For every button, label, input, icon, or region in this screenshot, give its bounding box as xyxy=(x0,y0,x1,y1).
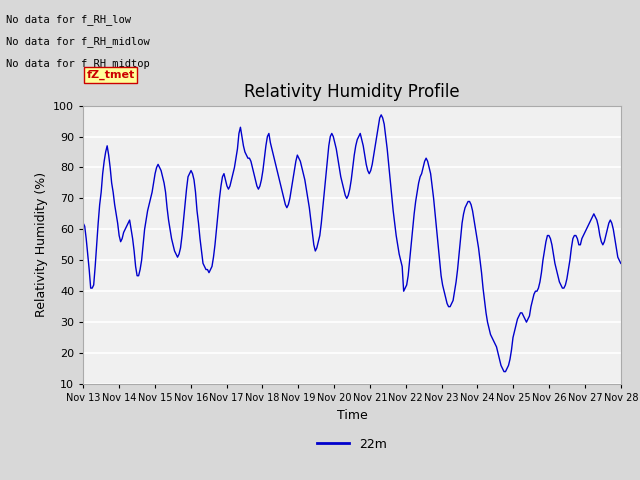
Text: No data for f_RH_midtop: No data for f_RH_midtop xyxy=(6,58,150,69)
Title: Relativity Humidity Profile: Relativity Humidity Profile xyxy=(244,83,460,101)
Y-axis label: Relativity Humidity (%): Relativity Humidity (%) xyxy=(35,172,47,317)
X-axis label: Time: Time xyxy=(337,408,367,421)
Legend: 22m: 22m xyxy=(312,432,392,456)
Text: No data for f_RH_low: No data for f_RH_low xyxy=(6,14,131,25)
Text: No data for f_RH_midlow: No data for f_RH_midlow xyxy=(6,36,150,47)
Text: fZ_tmet: fZ_tmet xyxy=(86,70,134,80)
